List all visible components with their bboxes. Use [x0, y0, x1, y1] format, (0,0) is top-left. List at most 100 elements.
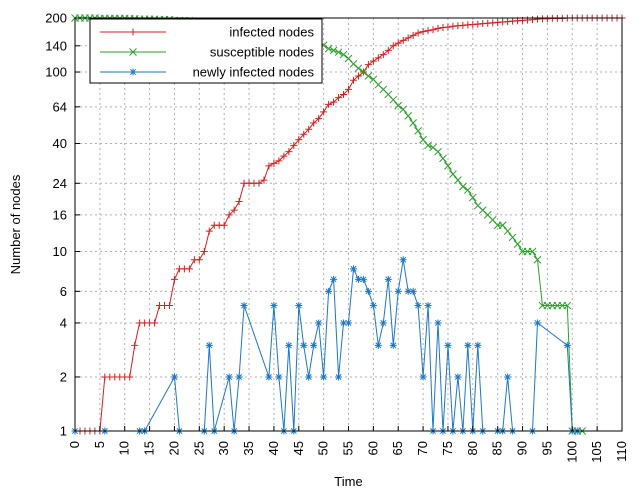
legend-entry-infected-nodes: infected nodes: [100, 25, 314, 40]
data-point-newly-infected-nodes: [240, 302, 248, 310]
data-point-infected-nodes: [384, 46, 392, 54]
data-point-newly-infected-nodes: [504, 373, 512, 381]
data-point-infected-nodes: [320, 108, 328, 116]
data-point-newly-infected-nodes: [419, 373, 427, 381]
data-point-newly-infected-nodes: [444, 341, 452, 349]
x-tick-label: 15: [142, 441, 157, 455]
data-point-infected-nodes: [419, 28, 427, 36]
x-axis-title: Time: [334, 474, 362, 489]
data-point-susceptible-nodes: [513, 240, 522, 248]
data-point-newly-infected-nodes: [394, 287, 402, 295]
data-point-susceptible-nodes: [563, 301, 572, 310]
data-point-infected-nodes: [310, 119, 318, 127]
data-point-infected-nodes: [315, 115, 323, 123]
series-line-newly-infected-nodes: [75, 259, 578, 432]
data-point-newly-infected-nodes: [225, 373, 233, 381]
data-point-infected-nodes: [345, 85, 352, 93]
data-point-infected-nodes: [354, 72, 362, 80]
data-point-susceptible-nodes: [404, 111, 413, 120]
data-point-newly-infected-nodes: [295, 302, 303, 310]
data-point-infected-nodes: [369, 57, 377, 65]
data-point-susceptible-nodes: [503, 227, 512, 235]
data-point-newly-infected-nodes: [409, 287, 417, 295]
series-newly-infected-nodes: [71, 256, 581, 435]
data-point-newly-infected-nodes: [320, 373, 328, 381]
legend-swatch-marker: [129, 28, 137, 36]
y-tick-label: 10: [53, 244, 67, 259]
data-point-susceptible-nodes: [449, 170, 457, 178]
data-point-newly-infected-nodes: [345, 319, 352, 327]
data-point-susceptible-nodes: [339, 50, 348, 59]
data-point-newly-infected-nodes: [454, 373, 462, 381]
x-tick-label: 110: [614, 441, 629, 462]
data-point-infected-nodes: [255, 179, 263, 187]
data-point-newly-infected-nodes: [414, 302, 422, 310]
y-tick-label: 16: [53, 207, 67, 222]
x-tick-label: 50: [316, 441, 331, 455]
data-point-newly-infected-nodes: [335, 373, 343, 381]
data-point-infected-nodes: [325, 100, 333, 108]
data-point-infected-nodes: [270, 159, 278, 167]
data-point-infected-nodes: [379, 51, 387, 59]
y-tick-label: 1: [60, 424, 67, 439]
data-point-susceptible-nodes: [533, 255, 542, 264]
x-tick-label: 0: [67, 441, 82, 448]
data-point-newly-infected-nodes: [310, 341, 318, 349]
data-point-infected-nodes: [295, 136, 303, 144]
x-tick-label: 80: [465, 441, 480, 455]
data-point-infected-nodes: [275, 157, 283, 165]
data-point-infected-nodes: [374, 54, 382, 62]
y-tick-label: 40: [53, 136, 67, 151]
data-point-newly-infected-nodes: [354, 275, 362, 283]
data-point-susceptible-nodes: [424, 141, 432, 150]
y-tick-label: 200: [45, 11, 67, 26]
x-tick-label: 20: [166, 441, 181, 455]
x-tick-label: 30: [216, 441, 231, 455]
data-point-susceptible-nodes: [454, 176, 462, 184]
data-point-susceptible-nodes: [434, 147, 442, 156]
data-point-infected-nodes: [404, 34, 412, 42]
data-point-newly-infected-nodes: [474, 341, 482, 349]
data-point-newly-infected-nodes: [364, 287, 372, 295]
data-point-newly-infected-nodes: [384, 275, 392, 283]
data-point-infected-nodes: [429, 26, 437, 34]
data-point-newly-infected-nodes: [424, 302, 432, 310]
data-point-susceptible-nodes: [364, 72, 373, 80]
x-tick-label: 25: [191, 441, 206, 455]
data-point-infected-nodes: [200, 248, 208, 256]
legend-label: susceptible nodes: [210, 45, 315, 60]
data-point-newly-infected-nodes: [434, 319, 442, 327]
data-point-newly-infected-nodes: [275, 373, 283, 381]
data-point-newly-infected-nodes: [404, 287, 412, 295]
data-point-infected-nodes: [235, 197, 243, 205]
data-point-susceptible-nodes: [389, 95, 398, 104]
data-point-infected-nodes: [434, 24, 442, 32]
legend-entry-newly-infected-nodes: newly infected nodes: [100, 65, 314, 80]
data-point-infected-nodes: [230, 206, 238, 214]
y-tick-label: 24: [53, 176, 67, 191]
data-point-susceptible-nodes: [359, 68, 368, 76]
data-point-newly-infected-nodes: [270, 302, 278, 310]
legend-label: infected nodes: [229, 25, 314, 40]
data-point-infected-nodes: [389, 42, 397, 50]
data-point-infected-nodes: [290, 141, 298, 149]
data-point-newly-infected-nodes: [374, 341, 382, 349]
data-point-susceptible-nodes: [444, 162, 452, 170]
data-point-susceptible-nodes: [419, 135, 427, 144]
data-point-infected-nodes: [349, 76, 357, 84]
data-point-newly-infected-nodes: [533, 319, 541, 327]
data-point-susceptible-nodes: [439, 154, 447, 163]
x-tick-label: 5: [92, 441, 107, 448]
data-point-infected-nodes: [414, 29, 422, 37]
data-point-infected-nodes: [185, 265, 193, 273]
data-point-infected-nodes: [265, 162, 273, 170]
data-point-infected-nodes: [131, 341, 139, 349]
data-point-newly-infected-nodes: [330, 275, 338, 283]
data-point-infected-nodes: [195, 256, 203, 264]
x-tick-label: 75: [440, 441, 455, 455]
x-tick-label: 40: [266, 441, 281, 455]
data-point-susceptible-nodes: [354, 64, 363, 73]
data-point-susceptible-nodes: [429, 143, 437, 152]
